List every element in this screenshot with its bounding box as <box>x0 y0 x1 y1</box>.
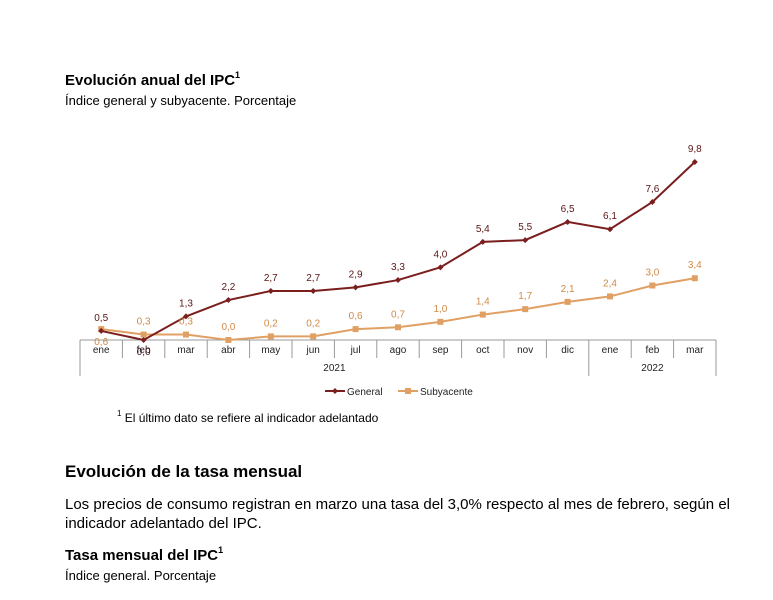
x-tick-label: mar <box>686 345 704 356</box>
data-point-general <box>140 337 147 343</box>
data-label-subyacente: 0,0 <box>221 322 235 333</box>
data-point-subyacente <box>607 293 613 300</box>
data-point-general <box>522 237 529 244</box>
data-point-general <box>691 159 698 165</box>
data-label-subyacente: 2,4 <box>603 278 617 289</box>
data-point-general <box>607 226 613 233</box>
section-heading: Evolución de la tasa mensual <box>65 462 303 481</box>
sub-chart-title: Tasa mensual del IPC1 <box>65 545 224 564</box>
data-point-general <box>352 284 359 291</box>
data-point-subyacente <box>140 331 147 338</box>
data-label-general: 4,0 <box>433 249 447 260</box>
data-point-subyacente <box>691 275 698 282</box>
year-label: 2022 <box>641 363 664 374</box>
data-point-subyacente <box>267 333 274 340</box>
data-label-subyacente: 1,0 <box>433 304 447 315</box>
x-tick-label: jun <box>306 345 320 356</box>
data-label-subyacente: 0,6 <box>94 337 108 348</box>
data-point-general <box>564 218 571 225</box>
data-label-general: 9,8 <box>688 144 702 155</box>
data-point-general <box>267 287 274 294</box>
chart-title: Evolución anual del IPC1 <box>65 70 241 89</box>
data-label-subyacente: 2,1 <box>561 284 575 295</box>
x-tick-label: mar <box>177 345 195 356</box>
data-point-general <box>395 277 401 284</box>
data-label-subyacente: 0,3 <box>179 317 193 328</box>
legend-marker-subyacente <box>405 388 411 394</box>
data-point-subyacente <box>437 318 444 325</box>
data-label-subyacente: 0,2 <box>264 318 278 329</box>
title-footnote-marker: 1 <box>235 70 241 80</box>
data-label-general: 6,1 <box>603 211 617 222</box>
data-label-subyacente: 1,7 <box>518 291 532 302</box>
x-tick-label: jul <box>350 345 361 356</box>
x-tick-label: ene <box>93 345 110 356</box>
data-label-subyacente: 0,3 <box>137 317 151 328</box>
data-point-subyacente <box>479 311 486 318</box>
data-label-general: 5,4 <box>476 224 490 235</box>
data-label-general: 1,3 <box>179 298 193 309</box>
legend-marker-general <box>332 388 338 394</box>
data-label-general: 0,5 <box>94 313 108 324</box>
data-label-general: 2,7 <box>306 273 320 284</box>
legend-label-general: General <box>347 387 383 398</box>
data-point-general <box>98 327 105 334</box>
data-point-general <box>225 297 232 304</box>
data-label-general: 7,6 <box>645 184 659 195</box>
data-point-subyacente <box>352 326 359 333</box>
data-label-general: 6,5 <box>561 204 575 215</box>
chart-footnote: 1 El último dato se refiere al indicador… <box>117 409 379 425</box>
data-point-subyacente <box>564 298 571 305</box>
data-point-general <box>437 264 444 271</box>
data-point-subyacente <box>310 333 317 340</box>
x-tick-label: ene <box>602 345 619 356</box>
data-label-general: 0,0 <box>137 347 151 358</box>
data-point-general <box>310 287 317 294</box>
data-point-subyacente <box>649 282 656 289</box>
chart-subtitle: Índice general y subyacente. Porcentaje <box>65 93 297 108</box>
data-point-general <box>183 313 189 320</box>
data-point-subyacente <box>183 331 189 338</box>
x-tick-label: feb <box>137 345 151 356</box>
data-point-subyacente <box>395 324 401 331</box>
ipc-line-chart: ene feb mar abr may jun jul ago sep oct nov dic ene f… <box>79 144 717 398</box>
data-point-subyacente <box>225 337 232 343</box>
x-tick-label: abr <box>221 345 236 356</box>
data-label-subyacente: 3,0 <box>645 268 659 279</box>
year-label: 2021 <box>323 363 346 374</box>
data-label-subyacente: 1,4 <box>476 297 490 308</box>
data-label-general: 2,9 <box>349 269 363 280</box>
data-label-general: 2,7 <box>264 273 278 284</box>
data-label-subyacente: 0,7 <box>391 309 405 320</box>
x-tick-label: ago <box>390 345 407 356</box>
data-label-general: 3,3 <box>391 262 405 273</box>
x-tick-label: may <box>261 345 280 356</box>
data-label-general: 5,5 <box>518 222 532 233</box>
legend-label-subyacente: Subyacente <box>420 387 473 398</box>
x-tick-label: sep <box>432 345 449 356</box>
data-label-subyacente: 3,4 <box>688 260 702 271</box>
data-point-subyacente <box>522 306 529 313</box>
data-label-subyacente: 0,6 <box>349 311 363 322</box>
data-label-general: 2,2 <box>221 282 235 293</box>
data-point-general <box>479 238 486 245</box>
sub-chart-subtitle: Índice general. Porcentaje <box>65 568 217 583</box>
section-paragraph: Los precios de consumo registran en marz… <box>65 496 730 532</box>
data-point-general <box>649 198 656 205</box>
x-tick-label: oct <box>476 345 490 356</box>
x-tick-label: dic <box>561 345 574 356</box>
data-label-subyacente: 0,2 <box>306 318 320 329</box>
x-tick-label: nov <box>517 345 533 356</box>
x-tick-label: feb <box>645 345 659 356</box>
